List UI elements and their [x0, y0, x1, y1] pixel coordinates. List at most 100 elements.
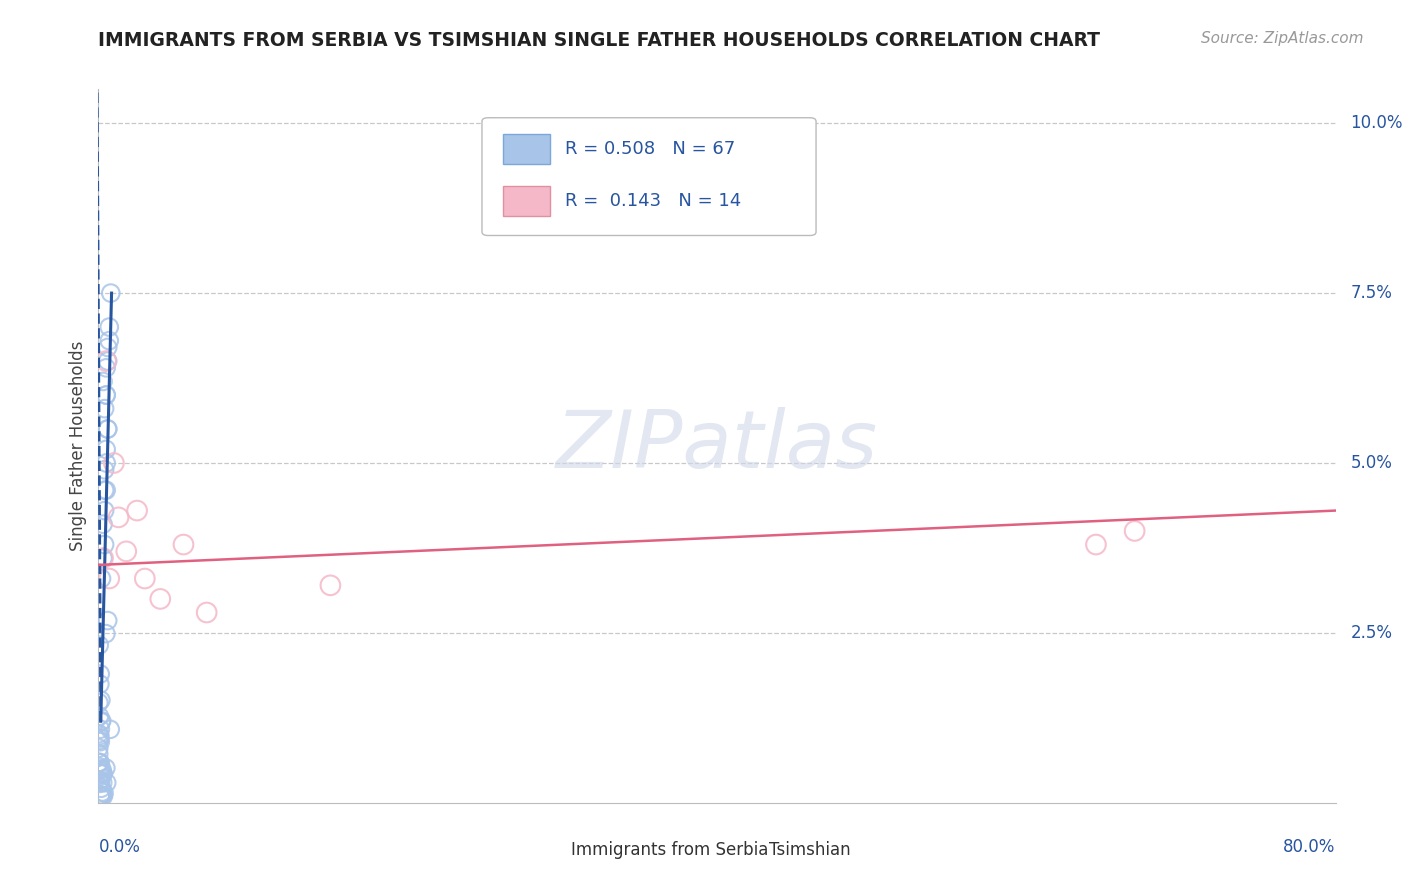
Text: Immigrants from Serbia: Immigrants from Serbia — [571, 841, 769, 859]
Point — [91, 517, 114, 532]
Point — [127, 503, 149, 517]
Point — [90, 766, 112, 780]
Point — [89, 667, 111, 681]
Point — [134, 572, 156, 586]
Point — [96, 775, 118, 789]
Text: Source: ZipAtlas.com: Source: ZipAtlas.com — [1201, 31, 1364, 46]
Point — [97, 614, 120, 628]
Point — [93, 483, 115, 498]
Point — [97, 422, 120, 436]
FancyBboxPatch shape — [503, 186, 550, 216]
Point — [90, 693, 112, 707]
Point — [89, 677, 111, 691]
Point — [103, 456, 125, 470]
Point — [89, 788, 111, 802]
Point — [319, 578, 342, 592]
Point — [90, 781, 112, 796]
Point — [89, 764, 111, 778]
Point — [100, 286, 122, 301]
Text: 2.5%: 2.5% — [1351, 624, 1392, 642]
Point — [87, 747, 110, 761]
Text: 7.5%: 7.5% — [1351, 284, 1392, 302]
Point — [149, 591, 172, 606]
FancyBboxPatch shape — [482, 118, 815, 235]
Point — [89, 762, 111, 776]
Point — [91, 551, 114, 566]
Point — [98, 320, 121, 334]
Point — [107, 510, 129, 524]
Point — [1123, 524, 1146, 538]
Point — [1085, 537, 1108, 551]
Point — [97, 354, 120, 368]
Point — [97, 422, 120, 436]
Point — [96, 388, 118, 402]
Point — [96, 483, 118, 498]
Point — [89, 638, 111, 652]
Point — [91, 775, 114, 789]
Point — [93, 503, 115, 517]
Point — [90, 788, 112, 802]
Point — [89, 733, 111, 747]
Point — [89, 776, 111, 790]
Point — [98, 572, 121, 586]
Point — [90, 714, 112, 728]
Text: 80.0%: 80.0% — [1284, 838, 1336, 856]
Point — [98, 334, 121, 348]
FancyBboxPatch shape — [503, 134, 550, 164]
Point — [89, 709, 111, 723]
Point — [93, 786, 115, 800]
Point — [91, 789, 114, 803]
Point — [89, 756, 111, 770]
Point — [91, 551, 114, 566]
Point — [96, 354, 118, 368]
FancyBboxPatch shape — [723, 837, 758, 863]
Text: ZIPatlas: ZIPatlas — [555, 407, 879, 485]
Point — [89, 774, 111, 789]
Point — [96, 442, 118, 457]
Point — [94, 761, 117, 775]
Point — [172, 537, 194, 551]
Point — [96, 388, 118, 402]
Text: Tsimshian: Tsimshian — [769, 841, 851, 859]
Point — [91, 375, 114, 389]
Point — [87, 756, 110, 770]
Point — [94, 626, 117, 640]
Point — [89, 731, 111, 745]
Point — [90, 762, 112, 776]
Point — [98, 723, 121, 737]
Y-axis label: Single Father Households: Single Father Households — [69, 341, 87, 551]
Point — [89, 772, 111, 787]
Point — [93, 463, 115, 477]
Point — [90, 765, 112, 780]
Point — [115, 544, 138, 558]
Point — [89, 756, 111, 770]
Point — [93, 401, 115, 416]
Point — [89, 735, 111, 749]
Point — [90, 714, 112, 729]
Point — [93, 537, 115, 551]
Point — [91, 785, 114, 799]
Point — [93, 789, 115, 803]
Point — [96, 456, 118, 470]
Text: R = 0.508   N = 67: R = 0.508 N = 67 — [565, 140, 735, 158]
Text: 5.0%: 5.0% — [1351, 454, 1392, 472]
Text: R =  0.143   N = 14: R = 0.143 N = 14 — [565, 193, 741, 211]
Text: 0.0%: 0.0% — [98, 838, 141, 856]
Point — [87, 696, 110, 710]
Point — [90, 572, 112, 586]
Point — [97, 341, 120, 355]
Point — [89, 789, 111, 803]
Text: IMMIGRANTS FROM SERBIA VS TSIMSHIAN SINGLE FATHER HOUSEHOLDS CORRELATION CHART: IMMIGRANTS FROM SERBIA VS TSIMSHIAN SING… — [98, 31, 1101, 50]
Point — [89, 722, 111, 736]
Point — [87, 741, 110, 756]
FancyBboxPatch shape — [526, 837, 560, 863]
Point — [91, 766, 114, 780]
Point — [89, 729, 111, 743]
Point — [195, 606, 218, 620]
Point — [91, 767, 114, 781]
Point — [89, 759, 111, 773]
Point — [90, 766, 112, 780]
Point — [96, 360, 118, 375]
Text: 10.0%: 10.0% — [1351, 114, 1403, 132]
Point — [87, 727, 110, 741]
